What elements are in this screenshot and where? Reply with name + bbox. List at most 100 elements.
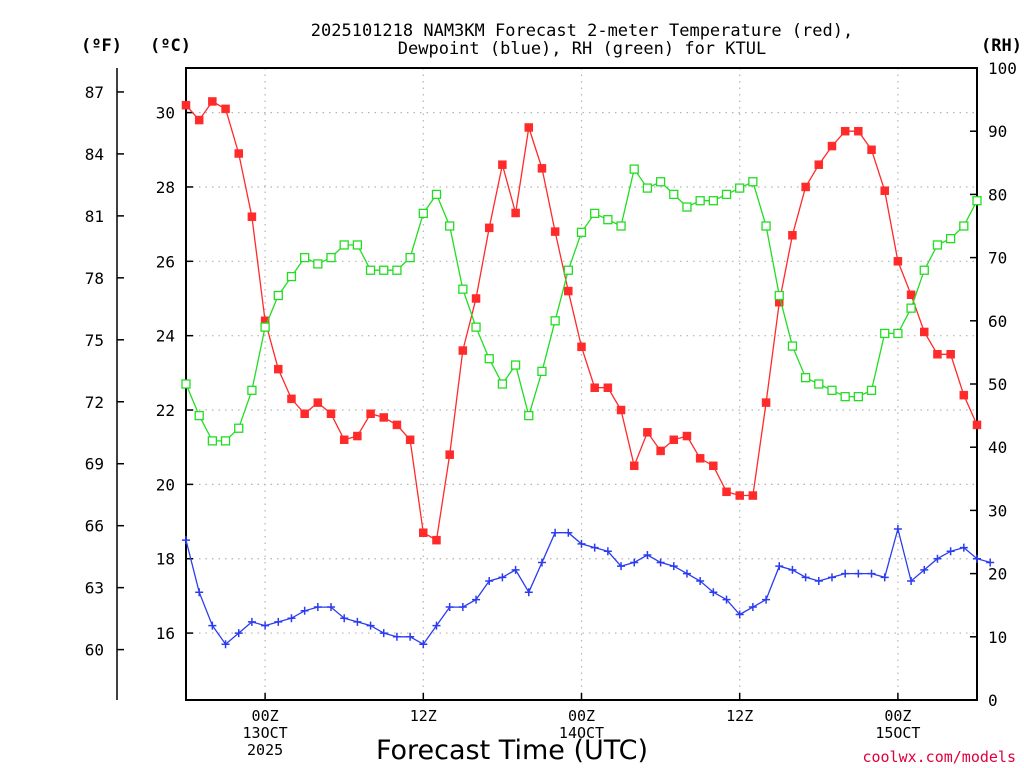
credit-text: coolwx.com/models — [862, 748, 1016, 766]
plot-frame — [185, 67, 978, 701]
temperature-point — [933, 350, 942, 359]
temperature-point — [827, 141, 837, 151]
dewpoint-point — [735, 610, 744, 619]
fahrenheit-tick-label: 72 — [85, 393, 104, 412]
temperature-point — [840, 126, 850, 136]
rh-point — [590, 208, 600, 219]
temperature-point — [748, 491, 758, 500]
dewpoint-point — [748, 603, 757, 612]
temperature-point — [616, 405, 626, 415]
dewpoint-point — [274, 617, 283, 626]
temperature-point — [603, 383, 613, 392]
temperature-point — [432, 535, 441, 545]
temperature-point — [972, 420, 982, 430]
rh-point — [735, 183, 745, 193]
dewpoint-point — [933, 554, 942, 563]
dewpoint-point — [300, 606, 309, 615]
fahrenheit-tick-label: 66 — [85, 517, 104, 536]
temperature-point — [946, 350, 955, 359]
rh-point — [853, 391, 863, 402]
dewpoint-point — [617, 562, 626, 571]
rh-point — [629, 164, 639, 174]
dewpoint-point — [709, 588, 718, 597]
rh-point — [906, 303, 916, 313]
series-layer — [181, 97, 995, 649]
rh-tick-label: 70 — [988, 249, 1007, 268]
rh-tick-label: 60 — [988, 312, 1007, 331]
rh-point — [247, 385, 257, 395]
dewpoint-point — [564, 528, 573, 537]
dewpoint-point — [392, 632, 401, 641]
rh-point — [299, 252, 310, 263]
rh-point — [524, 410, 534, 421]
dewpoint-point — [827, 573, 836, 582]
rh-point — [800, 373, 811, 383]
rh-point — [181, 379, 191, 389]
dewpoint-point — [841, 569, 850, 578]
rh-point — [497, 379, 508, 389]
fahrenheit-tick-label: 69 — [85, 455, 104, 474]
rh-point — [563, 265, 573, 275]
fahrenheit-tick-label: 60 — [85, 641, 104, 660]
rh-point — [893, 328, 903, 339]
dewpoint-point — [498, 573, 507, 582]
temperature-series-line — [185, 100, 978, 542]
rh-point — [458, 284, 468, 294]
dewpoint-point — [854, 569, 863, 578]
x-tick-label: 14OCT — [559, 724, 604, 742]
temperature-point — [234, 149, 243, 158]
temperature-point — [880, 186, 889, 195]
rh-point — [313, 259, 323, 269]
dewpoint-point — [986, 558, 995, 567]
dewpoint-point — [603, 547, 612, 556]
dewpoint-point — [366, 621, 375, 630]
rh-tick-label: 80 — [988, 185, 1007, 204]
rh-point — [972, 196, 982, 206]
rh-point — [379, 265, 389, 275]
rh-point — [642, 183, 653, 193]
dewpoint-point — [234, 629, 243, 638]
rh-point — [655, 177, 666, 187]
chart-title-line-2: Dewpoint (blue), RH (green) for KTUL — [398, 39, 766, 59]
dewpoint-point — [880, 573, 889, 582]
temperature-point — [458, 346, 468, 355]
temperature-point — [550, 227, 560, 236]
temperature-point — [643, 428, 652, 437]
temperature-point — [194, 115, 204, 125]
rh-point — [484, 354, 494, 364]
dewpoint-point — [959, 543, 968, 552]
temperature-point — [392, 420, 402, 430]
dewpoint-point — [485, 577, 494, 586]
temperature-point — [629, 461, 639, 471]
temperature-point — [498, 160, 507, 169]
rh-point — [510, 360, 521, 370]
x-tick-label: 12Z — [410, 707, 437, 725]
dewpoint-point — [458, 603, 467, 612]
dewpoint-point — [814, 577, 823, 586]
dewpoint-point — [261, 621, 270, 630]
rh-point — [695, 196, 705, 206]
dewpoint-point — [551, 528, 560, 537]
temperature-point — [722, 487, 731, 497]
dewpoint-point — [406, 632, 415, 641]
rh-point — [814, 379, 824, 389]
temperature-point — [366, 409, 375, 418]
celsius-unit-label: (ºC) — [150, 36, 191, 56]
dewpoint-point — [762, 595, 771, 604]
celsius-tick-label: 20 — [156, 475, 175, 494]
celsius-tick-label: 30 — [156, 104, 175, 123]
x-axis-label: Forecast Time (UTC) — [376, 735, 648, 766]
temperature-point — [247, 212, 257, 221]
dewpoint-point — [669, 562, 678, 571]
rh-point — [748, 177, 758, 187]
dewpoint-point — [946, 547, 955, 556]
rh-point — [880, 328, 890, 339]
dewpoint-point — [247, 617, 256, 626]
rh-tick-label: 50 — [988, 375, 1007, 394]
dewpoint-point — [182, 536, 190, 545]
rh-tick-label: 90 — [988, 122, 1007, 141]
rh-tick-label: 0 — [988, 691, 998, 710]
fahrenheit-tick-label: 75 — [85, 331, 104, 350]
rh-point — [761, 221, 771, 231]
